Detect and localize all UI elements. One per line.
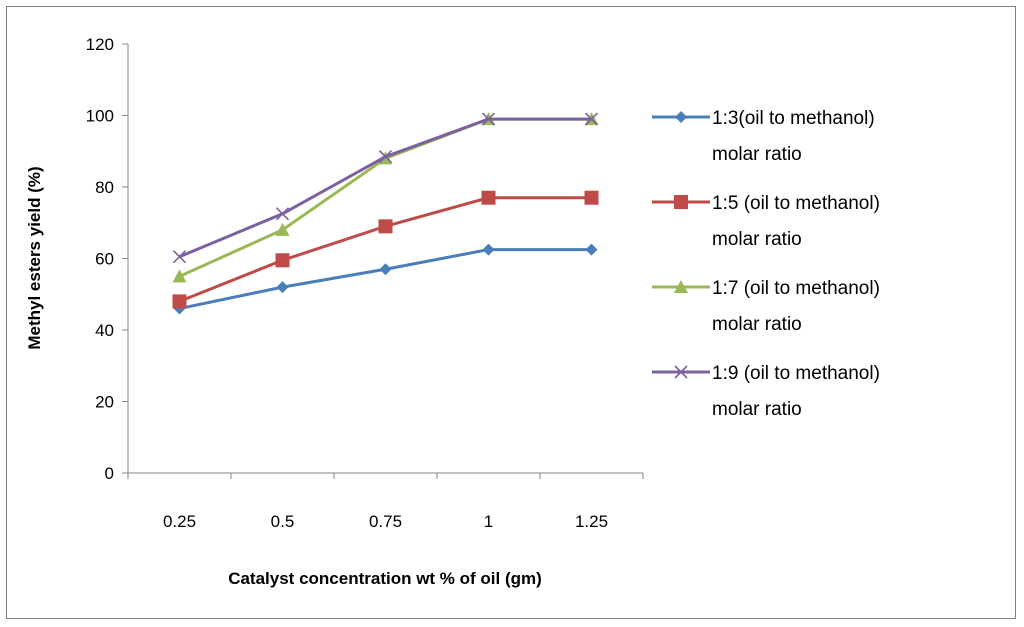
y-tick-label: 120	[86, 35, 114, 54]
legend-label: 1:3(oil to methanol)	[712, 108, 875, 129]
legend-item: 1:3(oil to methanol) molar ratio	[652, 108, 875, 165]
y-tick-label: 40	[95, 321, 114, 340]
legend-marker	[674, 280, 688, 293]
axes	[127, 44, 643, 474]
legend-label-cont: molar ratio	[712, 314, 802, 335]
data-point-triangle	[172, 269, 187, 283]
series-layer	[172, 112, 599, 315]
data-point-triangle	[275, 222, 290, 236]
y-axis-title: Methyl esters yield (%)	[25, 166, 44, 349]
x-axis-title: Catalyst concentration wt % of oil (gm)	[228, 569, 542, 588]
data-point-x	[172, 250, 187, 264]
series-1	[173, 243, 598, 315]
x-tick-label: 0.5	[271, 512, 295, 531]
legend-marker	[675, 111, 687, 123]
x-axis-ticks: 0.25 0.5 0.75 1 1.25	[127, 473, 644, 531]
data-point-square	[481, 190, 496, 205]
legend-item: 1:9 (oil to methanol) molar ratio	[652, 363, 880, 420]
legend-marker	[674, 195, 688, 209]
x-tick-label: 0.25	[163, 512, 196, 531]
x-tick-label: 0.75	[369, 512, 402, 531]
x-tick-label: 1	[484, 512, 493, 531]
legend-label-cont: molar ratio	[712, 144, 802, 165]
data-point-diamond	[482, 243, 495, 256]
y-tick-label: 60	[95, 250, 114, 269]
data-point-square	[172, 294, 187, 309]
data-point-square	[378, 219, 393, 234]
legend-label-cont: molar ratio	[712, 229, 802, 250]
data-point-square	[584, 190, 599, 205]
y-tick-label: 100	[86, 107, 114, 126]
series-line	[179, 248, 592, 311]
data-point-x	[275, 207, 290, 221]
y-tick-label: 20	[95, 393, 114, 412]
data-point-x	[584, 112, 599, 126]
data-point-diamond	[585, 243, 598, 256]
series-2	[172, 190, 599, 309]
legend-label: 1:5 (oil to methanol)	[712, 193, 880, 214]
legend-label: 1:9 (oil to methanol)	[712, 363, 880, 384]
data-point-diamond	[276, 281, 289, 294]
legend-item: 1:5 (oil to methanol) molar ratio	[652, 193, 880, 250]
data-point-x	[378, 150, 393, 164]
series-4	[172, 112, 599, 264]
legend-label: 1:7 (oil to methanol)	[712, 278, 880, 299]
legend-item: 1:7 (oil to methanol) molar ratio	[652, 278, 880, 335]
y-tick-label: 80	[95, 178, 114, 197]
data-point-diamond	[379, 263, 392, 276]
legend-label-cont: molar ratio	[712, 399, 802, 420]
chart-frame	[6, 6, 1016, 619]
data-point-x	[481, 112, 496, 126]
legend-marker	[674, 365, 688, 379]
series-line	[178, 117, 592, 259]
y-tick-label: 0	[105, 464, 114, 483]
y-axis-ticks: 0 20 40 60 80 100 120	[86, 35, 128, 483]
data-point-square	[275, 253, 290, 268]
x-tick-label: 1.25	[575, 512, 608, 531]
